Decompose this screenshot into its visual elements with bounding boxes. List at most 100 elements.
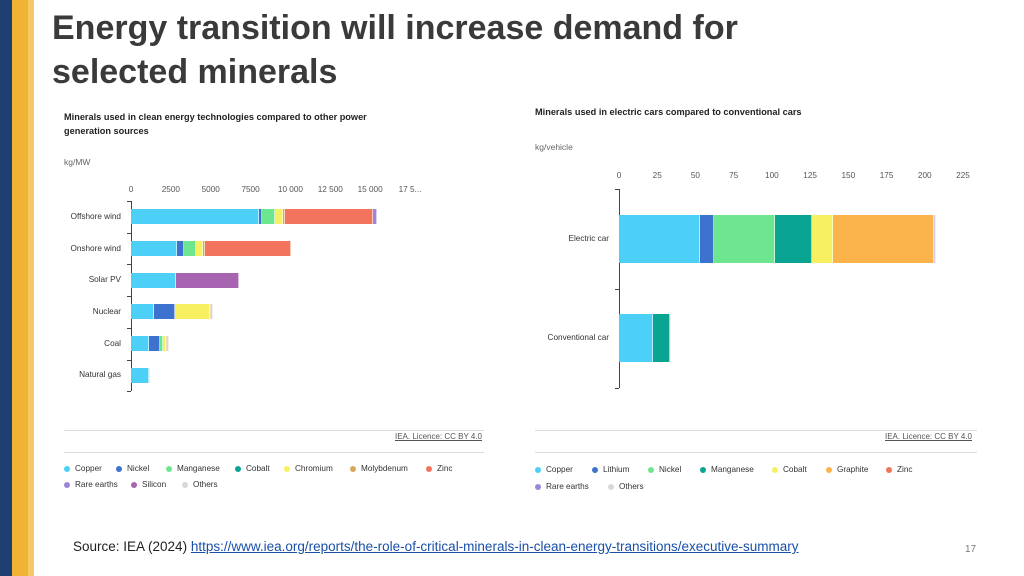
- legend-item-copper[interactable]: Copper: [64, 464, 102, 473]
- chart-2-tick-label: 200: [917, 171, 932, 180]
- legend-item-cobalt[interactable]: Cobalt: [772, 465, 807, 474]
- chart-1-divider-top: [64, 430, 484, 431]
- chart-2-tick-label: 125: [803, 171, 817, 180]
- legend-swatch-copper: [64, 465, 70, 472]
- bar-offshore-wind-chromium: [275, 209, 284, 225]
- chart-1-axis-tick: [127, 201, 131, 202]
- chart-1-tick-label: 7500: [241, 185, 260, 194]
- legend-swatch-cobalt: [772, 466, 778, 473]
- chart-1-category-label: Solar PV: [88, 275, 121, 285]
- bar-offshore-wind-molybdenum: [283, 209, 286, 225]
- chart-2-category-label: Electric car: [568, 233, 610, 243]
- legend-item-manganese[interactable]: Manganese: [700, 465, 754, 474]
- legend-swatch-manganese: [166, 465, 172, 472]
- chart-2-divider-top: [535, 430, 977, 431]
- bar-electric-car-nickel: [713, 214, 775, 263]
- legend-item-zinc[interactable]: Zinc: [426, 464, 452, 473]
- bar-coal-chromium: [162, 336, 167, 352]
- legend-label-copper: Copper: [546, 465, 573, 474]
- legend-item-lithium[interactable]: Lithium: [592, 465, 629, 474]
- bar-nuclear-nickel: [154, 304, 176, 320]
- legend-swatch-graphite: [826, 466, 832, 473]
- legend-item-nickel[interactable]: Nickel: [116, 464, 149, 473]
- chart-2-tick-label: 25: [652, 171, 662, 180]
- chart-2-divider-bottom: [535, 452, 977, 453]
- legend-label-lithium: Lithium: [603, 465, 630, 474]
- side-accent-blue: [0, 0, 12, 576]
- legend-item-manganese[interactable]: Manganese: [166, 464, 220, 473]
- chart-2-tick-label: 0: [616, 171, 622, 180]
- legend-swatch-nickel: [648, 466, 654, 473]
- chart-1-license-link[interactable]: IEA. Licence: CC BY 4.0: [395, 432, 483, 441]
- bar-natural-gas-others: [148, 367, 150, 383]
- chart-1-axis-tick: [127, 264, 131, 266]
- legend-label-others: Others: [193, 480, 218, 489]
- legend-item-copper[interactable]: Copper: [535, 465, 573, 474]
- legend-label-rare-earths: Rare earths: [75, 480, 118, 489]
- chart-2-tick-label: 50: [690, 171, 700, 180]
- source-link[interactable]: https://www.iea.org/reports/the-role-of-…: [190, 539, 799, 554]
- chart-1-tick-label: 10 000: [277, 185, 303, 194]
- legend-label-zinc: Zinc: [897, 465, 913, 474]
- legend-swatch-manganese: [700, 466, 706, 473]
- chart-1-title: Minerals used in clean energy technologi…: [64, 112, 367, 136]
- chart-2-tick-label: 150: [841, 171, 856, 180]
- legend-swatch-rare-earths: [535, 483, 541, 490]
- legend-item-graphite[interactable]: Graphite: [826, 465, 868, 474]
- legend-label-nickel: Nickel: [659, 465, 682, 474]
- chart-1-axis-tick: [127, 359, 131, 361]
- legend-item-silicon[interactable]: Silicon: [131, 480, 166, 489]
- legend-item-chromium[interactable]: Chromium: [284, 464, 333, 473]
- bar-conventional-car-manganese: [653, 314, 671, 363]
- legend-label-cobalt: Cobalt: [783, 465, 807, 474]
- legend-item-rare-earths[interactable]: Rare earths: [535, 482, 589, 491]
- legend-label-manganese: Manganese: [711, 465, 754, 474]
- bar-nuclear-chromium: [175, 304, 211, 320]
- legend-item-cobalt[interactable]: Cobalt: [235, 464, 270, 473]
- legend-label-others: Others: [619, 482, 644, 491]
- legend-label-chromium: Chromium: [295, 464, 333, 473]
- slide-title: Energy transition will increase demand f…: [52, 9, 738, 91]
- chart-1-tick-label: 2500: [161, 185, 180, 194]
- chart-2-category-label: Conventional car: [547, 333, 609, 343]
- legend-swatch-zinc: [426, 465, 432, 472]
- chart-1-divider-bottom: [64, 452, 484, 453]
- chart-2-unit: kg/vehicle: [535, 142, 573, 152]
- chart-2-tick-label: 75: [729, 171, 739, 180]
- chart-1-category-label: Offshore wind: [70, 211, 121, 221]
- chart-1-category-label: Nuclear: [92, 306, 121, 316]
- legend-item-others[interactable]: Others: [182, 480, 218, 489]
- legend-swatch-cobalt: [235, 465, 241, 472]
- chart-2-tick-label: 225: [956, 171, 970, 180]
- chart-2-axis-tick: [615, 189, 619, 190]
- chart-1-tick-label: 0: [128, 185, 134, 194]
- chart-1-y-axis: [131, 201, 132, 391]
- bar-offshore-wind-manganese: [262, 209, 276, 225]
- legend-label-manganese: Manganese: [177, 464, 220, 473]
- legend-swatch-rare-earths: [64, 481, 70, 488]
- legend-swatch-nickel: [116, 465, 122, 472]
- chart-1-tick-label: 5000: [201, 185, 220, 194]
- legend-item-molybdenum[interactable]: Molybdenum: [350, 464, 408, 473]
- legend-swatch-others: [182, 481, 188, 488]
- bar-coal-copper: [131, 336, 150, 352]
- legend-item-others[interactable]: Others: [608, 482, 644, 491]
- legend-item-zinc[interactable]: Zinc: [886, 465, 912, 474]
- page-number: 17: [965, 544, 977, 555]
- legend-swatch-lithium: [592, 466, 598, 473]
- legend-swatch-molybdenum: [350, 465, 356, 472]
- legend-label-molybdenum: Molybdenum: [361, 464, 408, 473]
- legend-label-zinc: Zinc: [437, 464, 453, 473]
- legend-item-rare-earths[interactable]: Rare earths: [64, 480, 118, 489]
- legend-swatch-chromium: [284, 465, 290, 472]
- chart-2-license-link[interactable]: IEA. Licence: CC BY 4.0: [885, 432, 973, 441]
- legend-item-nickel[interactable]: Nickel: [648, 465, 681, 474]
- bar-nuclear-others: [211, 304, 214, 320]
- chart-1-unit: kg/MW: [64, 157, 91, 167]
- chart-1-category-label: Coal: [104, 338, 121, 348]
- chart-1-axis-tick: [127, 327, 131, 329]
- chart-1-category-label: Natural gas: [79, 370, 121, 380]
- chart-1-axis-tick: [127, 232, 131, 234]
- legend-label-rare-earths: Rare earths: [546, 482, 589, 491]
- source-citation: Source: IEA (2024) https://www.iea.org/r…: [73, 539, 799, 554]
